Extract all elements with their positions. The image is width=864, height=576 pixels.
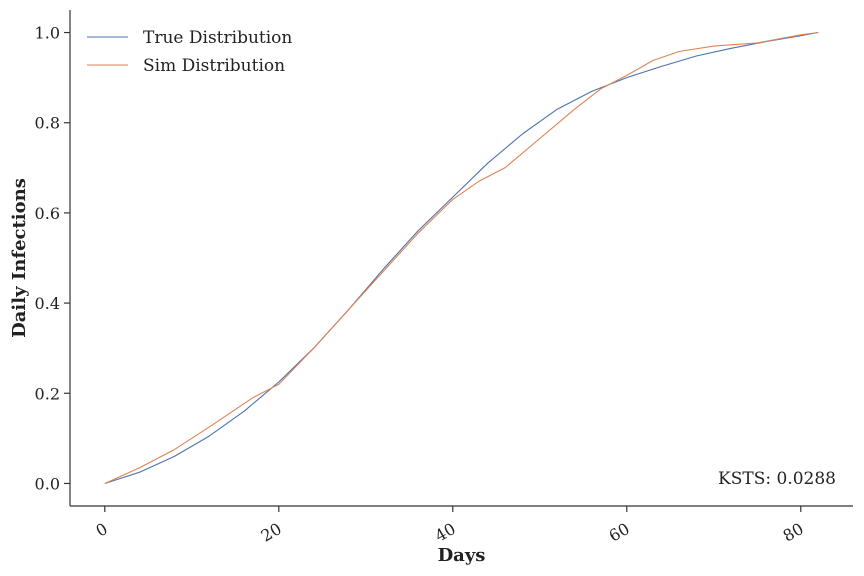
x-axis-title: Days [438,545,486,566]
x-tick-label: 20 [258,519,285,546]
ksts-annotation: KSTS: 0.0288 [718,469,836,489]
series-line-sim-distribution [104,31,819,485]
legend-label-sim-distribution: Sim Distribution [143,56,285,76]
legend: True Distribution Sim Distribution [87,28,292,76]
y-ticks: 0.0 0.2 0.4 0.6 0.8 1.0 [35,24,70,493]
y-tick-label: 0.4 [35,294,60,313]
x-tick-label: 40 [432,519,459,546]
x-tick-label: 80 [780,519,807,546]
legend-label-true-distribution: True Distribution [143,28,292,48]
y-tick-label: 0.6 [35,204,60,223]
x-tick-label: 60 [606,519,633,546]
chart-axes: 0 20 40 60 80 0.0 0.2 0.4 0.6 0.8 1.0 [35,10,853,546]
y-tick-label: 1.0 [35,24,60,43]
y-tick-label: 0.0 [35,474,60,493]
series-line-true-distribution [104,31,819,485]
y-axis-title: Daily Infections [9,178,30,338]
y-tick-label: 0.2 [35,384,60,403]
series-group [104,31,819,485]
x-ticks: 0 20 40 60 80 [92,506,807,546]
x-tick-label: 0 [92,519,110,541]
y-tick-label: 0.8 [35,114,60,133]
